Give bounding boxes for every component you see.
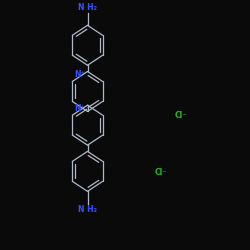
Text: Cl⁻: Cl⁻ bbox=[155, 168, 167, 177]
Text: N H₂: N H₂ bbox=[78, 205, 97, 214]
Text: N⁺: N⁺ bbox=[74, 70, 85, 79]
Text: N⁺: N⁺ bbox=[74, 104, 85, 113]
Text: N H₂: N H₂ bbox=[78, 2, 97, 12]
Text: Cl⁻: Cl⁻ bbox=[175, 111, 187, 120]
